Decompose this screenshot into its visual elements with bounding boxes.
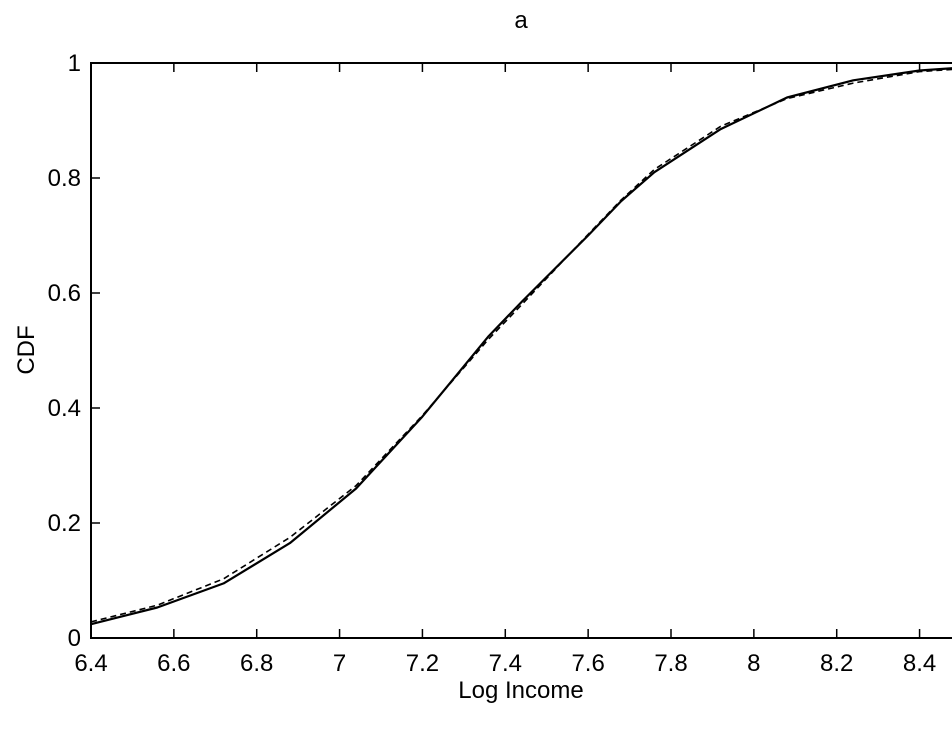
chart-title: a: [514, 7, 528, 34]
y-tick-label: 0.6: [48, 280, 81, 307]
y-axis-title: CDF: [13, 325, 40, 374]
y-tick-label: 0: [68, 625, 81, 652]
y-axis: 0 0.2 0.4 0.6 0.8 1: [48, 50, 100, 652]
x-tick-label: 7.8: [654, 650, 687, 677]
x-tick-label: 8: [747, 650, 760, 677]
x-tick-label: 7: [333, 650, 346, 677]
x-tick-label: 8.2: [820, 650, 853, 677]
x-tick-label: 6.6: [157, 650, 190, 677]
x-tick-label: 6.4: [74, 650, 107, 677]
x-tick-label: 6.8: [240, 650, 273, 677]
x-axis-title: Log Income: [458, 677, 583, 704]
x-axis: 6.4 6.6 6.8 7 7.2 7.4 7.6 7.8 8 8.2 8.4: [74, 63, 936, 677]
series-line-solid: [90, 67, 952, 626]
series-line-dashed: [90, 68, 952, 623]
x-tick-label: 7.2: [406, 650, 439, 677]
y-tick-label: 0.8: [48, 165, 81, 192]
y-tick-label: 0.2: [48, 510, 81, 537]
x-tick-label: 7.6: [571, 650, 604, 677]
x-tick-label: 8.4: [903, 650, 936, 677]
x-tick-label: 7.4: [489, 650, 522, 677]
y-tick-label: 1: [68, 50, 81, 77]
y-tick-label: 0.4: [48, 395, 81, 422]
series-layer: [90, 67, 952, 626]
plot-frame: [90, 62, 952, 639]
